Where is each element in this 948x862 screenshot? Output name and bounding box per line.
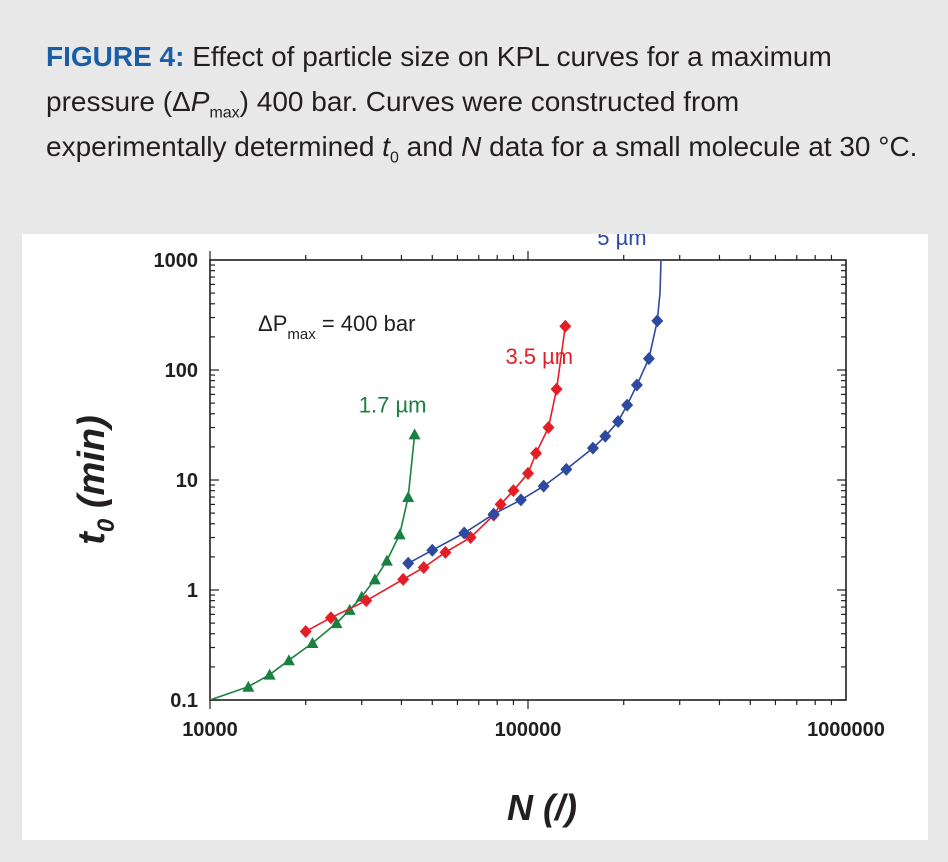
diamond-marker: [642, 352, 655, 366]
pressure-annotation: ΔPmax = 400 bar: [258, 311, 415, 343]
diamond-marker: [417, 561, 430, 575]
diamond-marker: [324, 611, 337, 625]
diamond-marker: [487, 507, 500, 521]
diamond-marker: [599, 429, 612, 443]
triangle-marker: [380, 554, 393, 566]
series-2: [402, 260, 664, 570]
series-layer: [210, 260, 664, 700]
x-tick-label: 1000000: [807, 719, 885, 741]
diamond-marker: [621, 398, 634, 412]
x-tick-label: 100000: [495, 719, 562, 741]
diamond-marker: [586, 441, 599, 455]
triangle-marker: [306, 636, 319, 648]
series-0: [210, 428, 421, 700]
diamond-marker: [360, 594, 373, 608]
triangle-marker: [242, 680, 255, 692]
diamond-marker: [514, 493, 527, 507]
diamond-marker: [537, 479, 550, 493]
diamond-marker: [522, 466, 534, 480]
diamond-marker: [299, 624, 312, 638]
plot-area: 1000 100 10 1 0.1 10000 100000 1000000 N (/) t0 …: [22, 234, 928, 840]
diamond-marker: [559, 319, 572, 333]
triangle-marker: [408, 428, 421, 440]
diamond-marker: [507, 484, 520, 498]
caption-text-3: and: [398, 131, 462, 162]
series-line: [305, 326, 567, 633]
axes: 1000 100 10 1 0.1 10000 100000 1000000: [154, 250, 885, 741]
series-line: [210, 434, 416, 700]
y-tick-label: 100: [165, 360, 198, 382]
y-tick-label: 10: [176, 470, 198, 492]
diamond-marker: [560, 462, 573, 476]
triangle-marker: [263, 668, 276, 680]
diamond-marker: [612, 415, 625, 429]
caption-t-symbol: t: [382, 131, 390, 162]
caption-text-1: Effect of particle size on KPL curves fo…: [46, 41, 832, 117]
series-label: 1.7 µm: [359, 392, 427, 417]
diamond-marker: [630, 378, 643, 392]
triangle-marker: [330, 617, 343, 629]
diamond-marker: [397, 572, 410, 586]
y-axis-title: t0 (min): [71, 415, 120, 544]
caption-text-4: data for a small molecule at 30 °C.: [481, 131, 918, 162]
caption-t-sub: 0: [389, 149, 399, 167]
triangle-marker: [368, 573, 381, 585]
triangle-marker: [282, 654, 295, 666]
caption-p-symbol: P: [190, 86, 210, 117]
series-label: 5 µm: [597, 234, 646, 250]
diamond-marker: [439, 545, 452, 559]
y-tick-label: 1: [187, 580, 198, 602]
diamond-marker: [494, 497, 507, 511]
kpl-chart: 1000 100 10 1 0.1 10000 100000 1000000 N (/) t0 …: [71, 234, 885, 828]
caption-n-symbol: N: [461, 131, 482, 162]
diamond-marker: [426, 543, 439, 557]
figure-label: FIGURE 4:: [46, 41, 185, 72]
diamond-marker: [550, 382, 563, 396]
x-axis-title: N (/): [507, 787, 577, 828]
x-tick-label: 10000: [182, 719, 238, 741]
y-tick-label: 1000: [154, 250, 199, 272]
series-label: 3.5 µm: [505, 344, 573, 369]
diamond-marker: [530, 446, 543, 460]
triangle-marker: [393, 528, 406, 540]
caption-text-2: ) 400 bar. Curves were constructed from …: [46, 86, 740, 162]
y-tick-label: 0.1: [170, 690, 198, 712]
diamond-marker: [458, 526, 471, 540]
diamond-marker: [651, 314, 664, 328]
caption-p-sub: max: [209, 104, 240, 122]
figure-caption: FIGURE 4: Effect of particle size on KPL…: [46, 34, 926, 169]
diamond-marker: [402, 556, 415, 570]
triangle-marker: [402, 491, 415, 503]
diamond-marker: [542, 421, 555, 435]
labels-layer: N (/) t0 (min) ΔPmax = 400 bar 1.7 µm 3.5 µm…: [71, 234, 647, 828]
series-line: [407, 260, 662, 565]
